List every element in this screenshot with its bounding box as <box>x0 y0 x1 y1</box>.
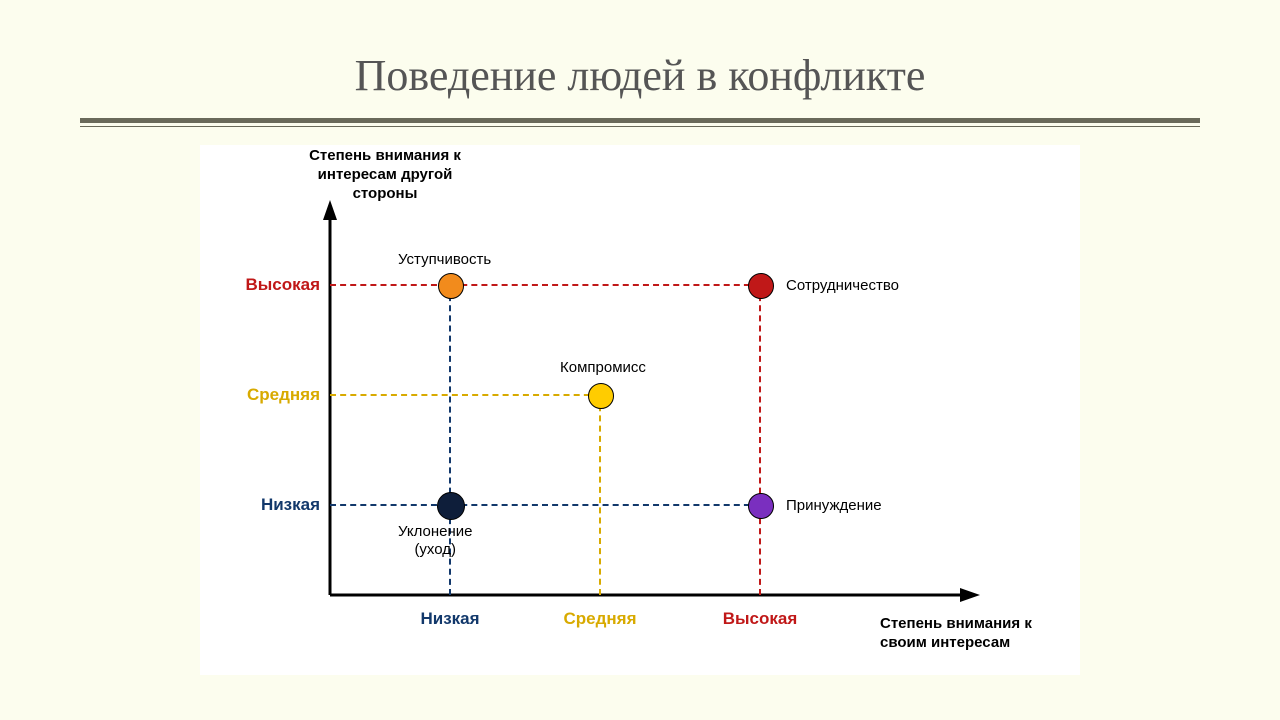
point-yield <box>438 273 464 299</box>
guide-h-2 <box>330 504 760 506</box>
point-compromise <box>588 383 614 409</box>
guide-h-0 <box>330 284 760 286</box>
label-coop: Сотрудничество <box>786 277 899 295</box>
conflict-chart: Высокая Средняя Низкая Низкая Средняя Высокая… <box>200 145 1080 675</box>
label-yield: Уступчивость <box>398 251 491 269</box>
axes <box>200 145 1080 675</box>
guide-v-5 <box>759 285 761 595</box>
label-force: Принуждение <box>786 497 882 515</box>
guide-h-1 <box>330 394 600 396</box>
title-rule <box>80 118 1200 127</box>
y-tick-Низкая: Низкая <box>261 495 320 515</box>
label-compromise: Компромисс <box>560 359 646 377</box>
guide-v-4 <box>599 395 601 595</box>
x-tick-Высокая: Высокая <box>720 609 800 629</box>
point-coop <box>748 273 774 299</box>
y-axis-label: Степень внимания к интересам другой стор… <box>270 147 500 203</box>
point-avoid <box>437 492 465 520</box>
point-force <box>748 493 774 519</box>
y-tick-Средняя: Средняя <box>247 385 320 405</box>
x-tick-Средняя: Средняя <box>560 609 640 629</box>
x-axis-label: Степень внимания к своим интересам <box>880 615 1080 653</box>
page-title: Поведение людей в конфликте <box>0 50 1280 101</box>
y-tick-Высокая: Высокая <box>245 275 320 295</box>
x-tick-Низкая: Низкая <box>410 609 490 629</box>
label-avoid: Уклонение (уход) <box>398 523 472 559</box>
